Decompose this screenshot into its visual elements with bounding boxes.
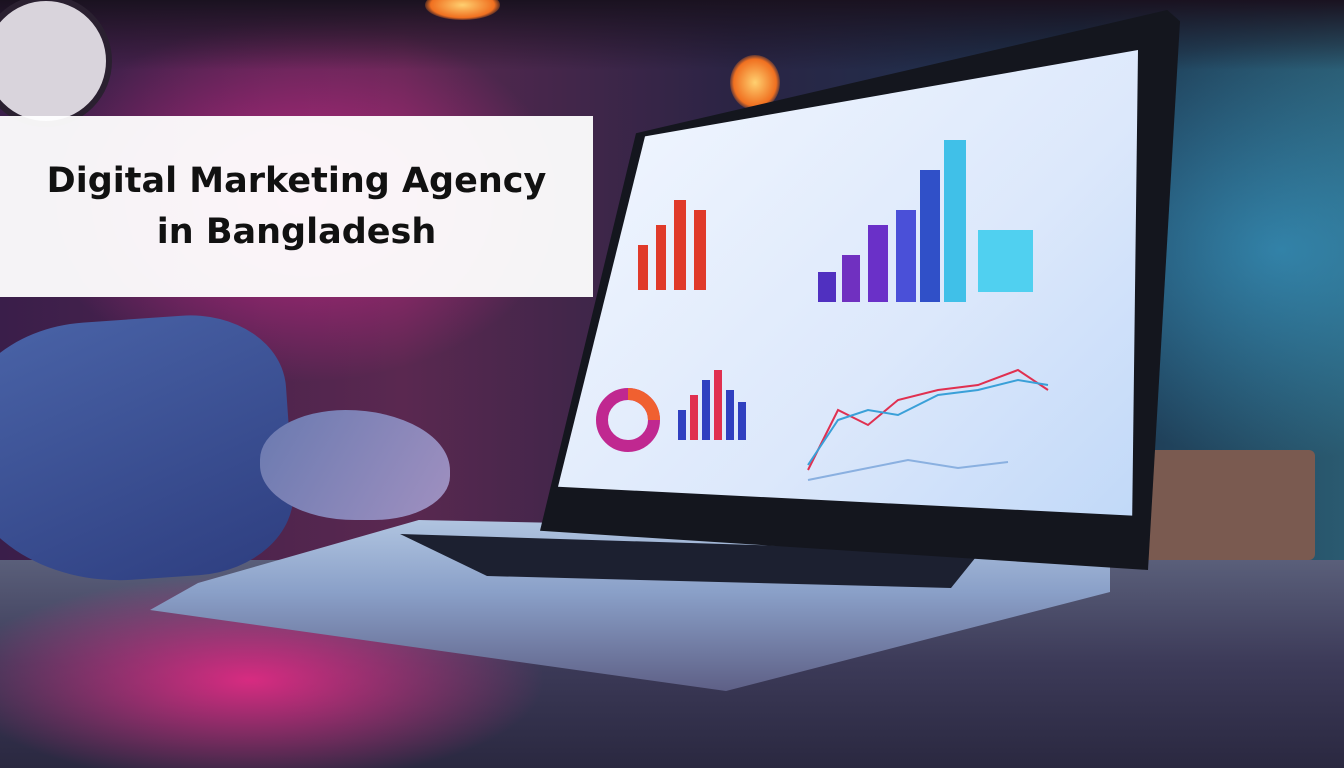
small-bar-chart	[678, 370, 746, 440]
chair	[1130, 450, 1315, 560]
pendant-lamp	[730, 55, 780, 110]
ceiling-lamp	[425, 0, 500, 20]
title-banner: Digital Marketing Agency in Bangladesh	[0, 116, 593, 297]
bar-chart-left	[638, 200, 706, 290]
page-title: Digital Marketing Agency in Bangladesh	[46, 160, 547, 252]
bar-chart-right	[818, 140, 1033, 302]
line-chart	[807, 368, 1049, 481]
person-arm	[0, 308, 299, 592]
dashboard-graphics	[596, 140, 1049, 481]
donut-chart	[596, 388, 660, 452]
person-hand	[260, 410, 450, 520]
